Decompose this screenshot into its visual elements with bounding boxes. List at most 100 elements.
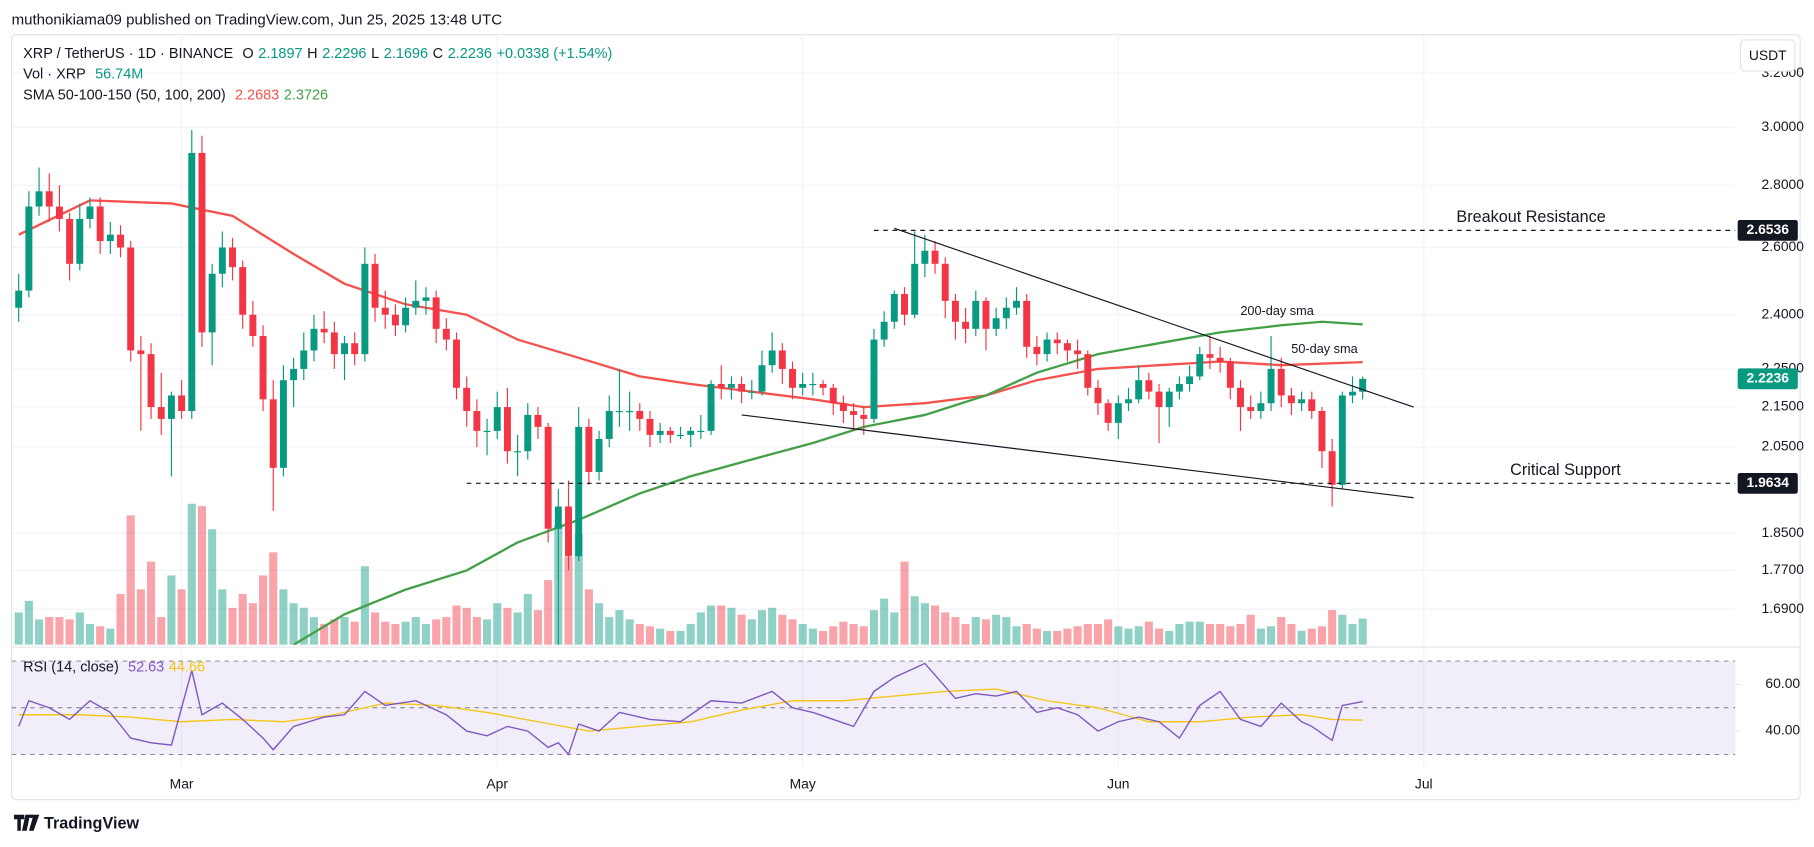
ohlc-value: 2.1696	[383, 45, 429, 62]
candle-body	[463, 387, 471, 412]
volume-bar	[391, 623, 400, 645]
candle-body	[941, 263, 949, 301]
legend-volume: Vol · XRP 56.74M	[23, 66, 143, 82]
candle-body	[1165, 391, 1173, 408]
volume-bar	[381, 621, 390, 645]
volume-bar	[65, 619, 74, 645]
volume-bar	[900, 561, 909, 645]
volume-bar	[1144, 621, 1153, 645]
volume-bar	[523, 593, 532, 645]
candle-body	[137, 350, 145, 355]
volume-bar	[890, 612, 899, 645]
volume-bar	[1328, 610, 1337, 645]
volume-bar	[910, 596, 919, 645]
candle-body	[717, 383, 725, 388]
volume-bar	[1012, 626, 1021, 645]
volume-bar	[676, 630, 685, 645]
volume-bar	[472, 617, 481, 645]
candle-body	[575, 426, 583, 557]
rsi-pane	[11, 660, 1736, 756]
candle-body	[208, 273, 216, 333]
volume-bar	[187, 503, 196, 645]
candle-body	[218, 247, 226, 274]
candle-body	[850, 411, 858, 415]
candle-body	[778, 350, 786, 369]
volume-bar	[350, 621, 359, 645]
volume-bar	[707, 605, 716, 645]
volume-bar	[309, 617, 319, 645]
logo-text: TradingView	[43, 813, 140, 832]
volume-bar	[1195, 621, 1204, 645]
candle-body	[259, 335, 267, 400]
candle-body	[1237, 387, 1244, 408]
candle-body	[1277, 368, 1285, 396]
volume-bar	[238, 593, 247, 645]
candle-body	[25, 206, 33, 291]
candle-body	[320, 328, 328, 333]
sma-value: 2.3726	[283, 86, 329, 103]
candle-body	[829, 387, 837, 404]
volume-bar	[574, 533, 583, 645]
candle-body	[371, 263, 379, 308]
x-tick-label: Jul	[1415, 775, 1433, 791]
candle-body	[727, 383, 735, 388]
candle-body	[789, 368, 796, 388]
candle-body	[483, 430, 491, 433]
axes: Mar Apr May Jun Jul3.20003.00002.80002.60002…	[11, 64, 1805, 791]
candle-body	[239, 267, 247, 315]
volume-bar	[24, 600, 33, 645]
candle-body	[666, 430, 674, 435]
price-box	[1737, 368, 1798, 390]
candle-body	[819, 383, 827, 388]
volume-bar	[432, 619, 441, 645]
candle-body	[1043, 339, 1051, 355]
candle-body	[514, 451, 522, 453]
volume-bar	[1287, 623, 1296, 645]
candle-body	[198, 152, 206, 333]
volume-bar	[1297, 630, 1306, 645]
volume-bar	[1216, 623, 1225, 645]
volume-bar	[564, 556, 573, 645]
candle-body	[585, 426, 593, 473]
candle-body	[880, 321, 888, 340]
volume-bar	[483, 619, 492, 645]
candle-body	[1257, 403, 1265, 412]
volume-bar	[1104, 619, 1113, 645]
volume-bar	[167, 575, 176, 645]
volume-bar	[798, 623, 807, 645]
volume-bar	[839, 621, 848, 645]
y-tick-label: 2.0500	[1762, 438, 1805, 454]
candle-body	[1318, 411, 1326, 452]
volume-bar	[1165, 630, 1174, 645]
candle-body	[412, 300, 420, 308]
volume-bar	[1205, 623, 1215, 645]
volume-bar	[157, 617, 166, 645]
volume-bar	[493, 603, 502, 645]
candle-body	[300, 350, 308, 369]
volume-bar	[737, 614, 746, 645]
volume-bar	[1073, 626, 1082, 645]
candle-body	[697, 430, 705, 433]
candle-body	[391, 314, 399, 326]
volume-bar	[1348, 623, 1357, 645]
currency-button[interactable]: USDT	[1739, 39, 1796, 72]
candle-body	[921, 250, 929, 264]
volume-bar	[1277, 617, 1286, 645]
volume-bar	[503, 607, 512, 645]
candle-body	[911, 263, 919, 315]
candle-body	[1328, 451, 1336, 485]
ohlc-label: H	[307, 45, 318, 62]
candle-body	[1206, 354, 1214, 358]
volume-bar	[859, 626, 868, 645]
rsi-tick-label: 60.00	[1765, 675, 1800, 691]
volume-bar	[615, 610, 624, 645]
volume-bar	[1266, 626, 1276, 645]
volume-bar	[1093, 623, 1103, 645]
volume-bar	[1358, 618, 1367, 645]
candle-body	[45, 191, 53, 207]
candle-body	[1216, 357, 1224, 362]
candle-body	[615, 411, 623, 413]
volume-bar	[197, 506, 207, 645]
candle-body	[768, 350, 776, 366]
